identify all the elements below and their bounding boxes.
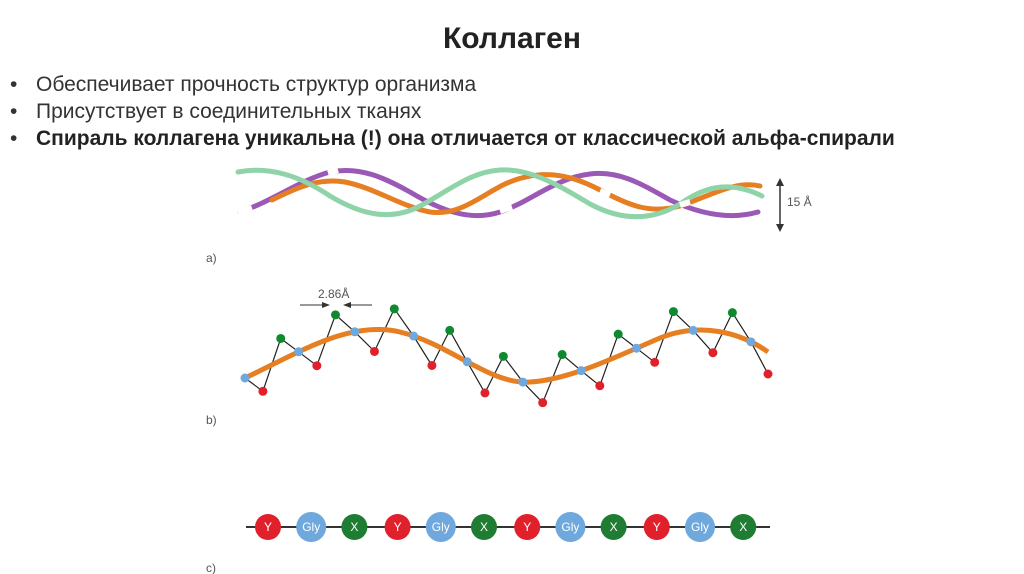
atom-red — [650, 357, 660, 367]
atom-blue — [350, 327, 360, 337]
residue-gly: Gly — [296, 512, 327, 542]
atom-green — [445, 325, 455, 335]
atom-green — [330, 310, 340, 320]
atom-red — [763, 369, 773, 379]
panel-c: Y Gly X Y Gly X Y Gly X Y Gly X c) — [206, 512, 770, 574]
atom-red — [595, 381, 605, 391]
atom-group — [240, 304, 773, 408]
atom-green — [727, 308, 737, 318]
atom-red — [538, 398, 548, 408]
bullet-marker: • — [10, 127, 18, 150]
residue-gly: Gly — [685, 512, 715, 542]
residue-bead — [341, 514, 368, 540]
atom-blue — [688, 325, 698, 335]
residue-x: X — [600, 514, 627, 540]
residue-bead — [384, 514, 411, 540]
slide-title: Коллаген — [443, 22, 581, 55]
residue-bead — [555, 512, 586, 542]
strand-break — [236, 167, 691, 216]
panel-b: 2.86Å b) — [206, 286, 773, 427]
residue-bead — [685, 512, 715, 542]
atom-blue — [746, 337, 756, 347]
residue-x: X — [730, 514, 757, 540]
bullet-text: Обеспечивает прочность структур организм… — [36, 73, 477, 96]
residue-label: Y — [264, 520, 272, 534]
atom-red — [312, 361, 322, 371]
atom-green — [389, 304, 399, 314]
atom-green — [557, 350, 567, 360]
residue-y: Y — [255, 514, 281, 540]
atom-red — [708, 348, 718, 358]
panel-label-b: b) — [206, 413, 217, 427]
bullet-marker: • — [10, 73, 18, 96]
atom-green — [498, 351, 508, 361]
bullet-text: Спираль коллагена уникальна (!) она отли… — [36, 127, 895, 150]
residue-label: X — [480, 520, 488, 534]
atom-blue — [576, 366, 586, 376]
residue-y: Y — [643, 514, 670, 540]
atom-red — [258, 386, 268, 396]
residue-sequence: Y Gly X Y Gly X Y Gly X Y Gly X — [255, 512, 757, 542]
residue-label: Gly — [561, 520, 579, 534]
atom-blue — [294, 347, 304, 357]
residue-x: X — [471, 514, 497, 540]
residue-label: X — [739, 520, 747, 534]
residue-bead — [296, 512, 327, 542]
panel-a: 15 Å a) — [206, 167, 812, 265]
panel-label-c: c) — [206, 561, 216, 574]
atom-red — [480, 388, 490, 398]
atom-blue — [631, 343, 641, 353]
atom-blue — [240, 373, 250, 383]
residue-label: X — [350, 520, 358, 534]
atom-blue — [518, 377, 528, 387]
dimension-marker: 15 Å — [776, 178, 812, 232]
residue-x: X — [341, 514, 368, 540]
residue-label: Y — [523, 520, 531, 534]
atom-green — [668, 307, 678, 317]
residue-label: Gly — [302, 520, 320, 534]
helix-strand-purple — [237, 167, 761, 219]
residue-gly: Gly — [555, 512, 586, 542]
atom-blue — [462, 357, 472, 367]
bullet-item: • Обеспечивает прочность структур органи… — [10, 72, 1010, 98]
residue-y: Y — [384, 514, 411, 540]
residue-label: Y — [394, 520, 402, 534]
atom-blue — [408, 331, 418, 341]
spacing-marker: 2.86Å — [300, 286, 372, 308]
residue-label: Gly — [691, 520, 709, 534]
bullet-marker: • — [10, 100, 18, 123]
atom-green — [613, 329, 623, 339]
residue-label: Y — [653, 520, 661, 534]
atom-green — [276, 333, 286, 343]
residue-gly: Gly — [425, 512, 456, 542]
bullet-text: Присутствует в соединительных тканях — [36, 100, 422, 123]
bullet-item: • Присутствует в соединительных тканях — [10, 99, 1010, 125]
residue-bead — [600, 514, 627, 540]
residue-bead — [643, 514, 670, 540]
bullet-list: • Обеспечивает прочность структур органи… — [10, 72, 1010, 153]
residue-bead — [471, 514, 497, 540]
atom-red — [427, 360, 437, 370]
atom-red — [369, 346, 379, 356]
residue-bead — [255, 514, 281, 540]
residue-label: X — [610, 520, 618, 534]
residue-bead — [514, 514, 541, 540]
bullet-item: • Спираль коллагена уникальна (!) она от… — [10, 126, 1010, 152]
dimension-label: 15 Å — [787, 194, 812, 209]
residue-y: Y — [514, 514, 541, 540]
panel-label-a: a) — [206, 251, 217, 265]
residue-bead — [425, 512, 456, 542]
residue-bead — [730, 514, 757, 540]
spacing-label: 2.86Å — [318, 286, 349, 301]
residue-label: Gly — [432, 520, 450, 534]
